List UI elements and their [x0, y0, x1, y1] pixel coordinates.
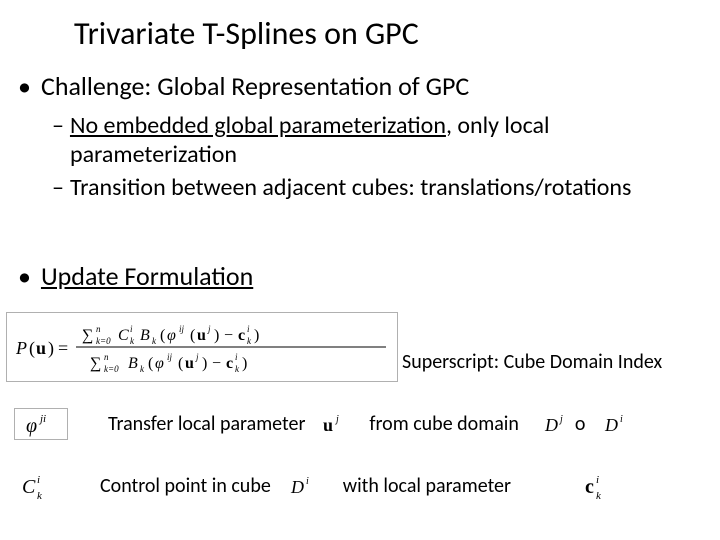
svg-text:c: c [585, 476, 594, 498]
svg-text:u: u [323, 415, 333, 435]
formula-den-uj: j [195, 352, 199, 362]
formula-num-ci: i [247, 324, 250, 334]
bullet-dot-icon: • [18, 72, 31, 101]
formula-c-ki: c i k [577, 469, 615, 503]
main-formula-svg: P ( u ) = ∑ n k=0 C i k B k ( φ ij ( u j… [12, 318, 392, 376]
formula-num-minus: − [224, 327, 233, 344]
row-phi: φ ji Transfer local parameter u j from c… [0, 402, 720, 446]
formula-u: u [36, 338, 46, 358]
formula-num-p2: ( [190, 327, 195, 344]
formula-D-i-2: D i [285, 472, 321, 500]
row-phi-text3: o [575, 412, 586, 436]
formula-D-i: D i [599, 410, 635, 438]
formula-num-C: C [118, 327, 129, 344]
dash-icon: – [52, 174, 64, 203]
svg-text:i: i [620, 414, 623, 425]
superscript-label: Superscript: Cube Domain Index [402, 350, 662, 374]
formula-den-u: u [185, 355, 194, 372]
svg-text:D: D [604, 415, 618, 435]
formula-den-minus: − [212, 355, 221, 372]
formula-lhs: P [15, 338, 27, 358]
formula-den-phiij: ij [167, 352, 173, 362]
svg-text:D: D [290, 477, 304, 497]
formula-num-Ci: i [130, 324, 133, 334]
bullet-update-text: Update Formulation [41, 262, 253, 292]
subbullet-1: – No embedded global parameterization, o… [52, 112, 672, 170]
formula-num-sum: ∑ [82, 327, 93, 344]
row-c-text2: with local parameter [343, 474, 511, 498]
svg-text:i: i [37, 474, 40, 486]
formula-paren2: ) [48, 338, 54, 359]
row-phi-text2: from cube domain [369, 412, 518, 436]
subbullet-1-text: No embedded global parameterization, onl… [70, 112, 672, 170]
formula-den-sum: ∑ [90, 355, 101, 372]
slide: Trivariate T-Splines on GPC • Challenge:… [0, 0, 720, 540]
formula-den-p4: ) [242, 355, 247, 372]
formula-eq: = [58, 338, 68, 358]
formula-num-k0: k=0 [96, 336, 111, 346]
formula-paren: ( [29, 338, 35, 359]
formula-den-n: n [104, 352, 109, 362]
formula-num-u: u [197, 327, 206, 344]
formula-den-p1: ( [148, 355, 153, 372]
svg-text:D: D [544, 415, 558, 435]
formula-num-phi: φ [167, 327, 176, 344]
subbullet-2: – Transition between adjacent cubes: tra… [52, 174, 672, 203]
svg-text:ji: ji [38, 413, 46, 425]
formula-den-ck: k [235, 364, 240, 374]
formula-den-ci: i [235, 352, 238, 362]
formula-num-B: B [140, 327, 150, 344]
formula-den-phi: φ [155, 355, 164, 372]
formula-C-ki: C i k [14, 469, 58, 503]
formula-num-Ck: k [130, 336, 135, 346]
formula-den-k0: k=0 [104, 364, 119, 374]
subbullet-1-underline: No embedded global parameterization [70, 111, 446, 140]
formula-D-j: D j [539, 410, 575, 438]
formula-num-Bk: k [152, 336, 157, 346]
svg-text:j: j [334, 414, 339, 425]
formula-num-p1: ( [160, 327, 165, 344]
bullet-challenge-text: Challenge: Global Representation of GPC [41, 72, 469, 102]
svg-text:j: j [558, 414, 563, 425]
formula-num-c: c [238, 327, 245, 344]
row-c: C i k Control point in cube D i with loc… [0, 464, 720, 508]
svg-text:k: k [596, 490, 602, 501]
svg-text:C: C [22, 476, 36, 498]
svg-text:k: k [37, 490, 43, 501]
formula-num-phiij: ij [179, 324, 185, 334]
formula-den-B: B [128, 355, 138, 372]
svg-text:i: i [596, 474, 599, 486]
subbullet-2-text: Transition between adjacent cubes: trans… [70, 174, 631, 203]
formula-num-p3: ) [214, 327, 219, 344]
dash-icon: – [52, 112, 64, 141]
formula-num-p4: ) [254, 327, 259, 344]
formula-den-c: c [226, 355, 233, 372]
svg-text:φ: φ [26, 415, 37, 437]
formula-den-Bk: k [140, 364, 145, 374]
formula-u-j: u j [317, 410, 353, 438]
formula-phi-ji: φ ji [14, 408, 68, 440]
slide-title: Trivariate T-Splines on GPC [74, 14, 419, 53]
formula-num-n: n [96, 324, 101, 334]
main-formula-box: P ( u ) = ∑ n k=0 C i k B k ( φ ij ( u j… [6, 312, 398, 382]
bullet-challenge: • Challenge: Global Representation of GP… [18, 72, 469, 102]
row-phi-text1: Transfer local parameter [108, 412, 305, 436]
bullet-dot-icon: • [18, 262, 31, 291]
formula-num-uj: j [207, 324, 211, 334]
formula-den-p2: ( [178, 355, 183, 372]
bullet-update: • Update Formulation [18, 262, 253, 292]
formula-den-p3: ) [202, 355, 207, 372]
svg-text:i: i [306, 476, 309, 487]
row-c-text1: Control point in cube [100, 474, 271, 498]
formula-num-ck: k [247, 336, 252, 346]
